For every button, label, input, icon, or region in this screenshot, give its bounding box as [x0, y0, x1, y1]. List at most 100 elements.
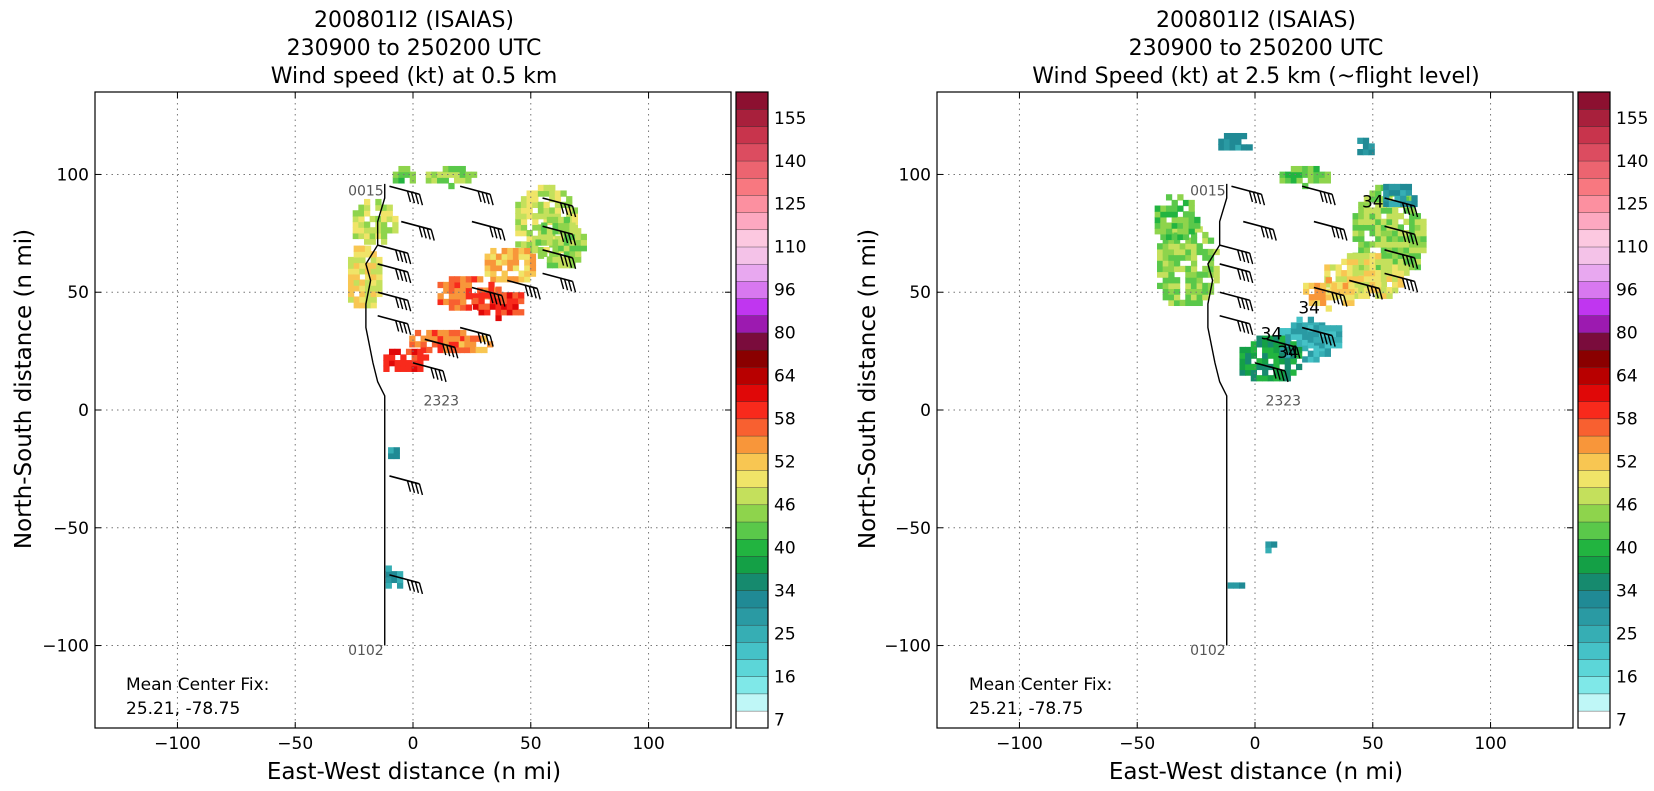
wind-cell — [359, 262, 366, 269]
barb-feather — [1413, 234, 1419, 246]
y-tick-label: −100 — [884, 637, 931, 657]
wind-cell — [1369, 207, 1376, 214]
wind-cell — [1414, 252, 1421, 259]
barb-feather — [571, 257, 577, 270]
wind-cell — [358, 210, 365, 217]
barb-feather — [422, 227, 427, 239]
wind-cell — [1358, 281, 1365, 288]
wind-cell — [472, 303, 480, 310]
wind-cell — [1207, 237, 1215, 244]
barb-feather — [485, 192, 490, 205]
barb-staff — [542, 272, 573, 283]
wind-cell — [1196, 294, 1203, 301]
wind-cell — [475, 335, 482, 342]
wind-cell — [470, 171, 478, 178]
colorbar-swatch — [735, 160, 769, 179]
wind-cell — [554, 207, 562, 214]
wind-cell — [1160, 216, 1167, 224]
barb-feather — [1409, 256, 1415, 268]
wind-cell — [347, 296, 355, 303]
wind-cell — [1320, 294, 1327, 301]
wind-cell — [431, 171, 438, 178]
wind-cell — [1188, 199, 1195, 207]
wind-cell — [1403, 207, 1410, 214]
wind-cell — [1409, 224, 1416, 231]
wind-cell — [386, 227, 393, 234]
colorbar-swatch — [1577, 435, 1611, 454]
wind-cell — [518, 270, 525, 277]
wind-barb — [471, 286, 506, 307]
wind-cell — [1375, 241, 1382, 248]
wind-cell — [392, 221, 399, 228]
wind-cell — [1386, 270, 1393, 277]
wind-cell — [1173, 294, 1181, 301]
wind-cell — [1369, 270, 1376, 277]
wind-cell — [484, 264, 491, 272]
wind-cell — [386, 210, 393, 217]
wind-cell — [359, 256, 366, 264]
wind-cell — [1346, 270, 1354, 277]
wind-cell — [1388, 189, 1396, 196]
wind-cell — [495, 309, 502, 316]
wind-cell — [388, 354, 396, 361]
colorbar-swatch — [1577, 521, 1611, 540]
wind-cell — [471, 293, 478, 300]
wind-cell — [454, 287, 461, 294]
wind-cell — [495, 303, 502, 310]
wind-cell — [1279, 171, 1286, 178]
wind-barb — [1349, 279, 1383, 300]
barb-feather — [406, 190, 412, 203]
barb-feather — [1236, 296, 1242, 309]
wind-cell — [1177, 228, 1184, 235]
wind-cell — [1314, 299, 1321, 307]
wind-cell — [364, 279, 372, 286]
barb-feather — [1335, 293, 1340, 305]
wind-cell — [1233, 582, 1240, 589]
colorbar-swatch — [735, 676, 769, 695]
wind-cell — [1403, 263, 1410, 271]
barb-feather — [1405, 278, 1411, 291]
barb-feather — [567, 232, 573, 245]
wind-cell — [1363, 270, 1371, 277]
wind-cell — [1168, 299, 1175, 307]
colorbar-swatch — [1577, 401, 1611, 420]
wind-cell — [515, 218, 522, 225]
wind-cell — [532, 218, 539, 225]
colorbar-swatch — [1577, 366, 1611, 385]
wind-cell — [1160, 211, 1167, 218]
wind-cell — [370, 285, 377, 292]
wind-cell — [388, 447, 395, 454]
wind-cell — [353, 285, 360, 292]
wind-cell — [1336, 330, 1343, 338]
wind-cell — [1341, 258, 1348, 266]
wind-cell — [458, 341, 465, 348]
wind-cell — [358, 221, 365, 228]
wind-cell — [448, 165, 455, 173]
wind-cell — [1271, 541, 1278, 548]
wind-cell — [1313, 356, 1320, 363]
wind-cell — [1290, 328, 1298, 335]
wind-cell — [380, 232, 388, 240]
wind-cell — [1190, 294, 1198, 301]
barb-feather — [571, 234, 577, 246]
wind-cell — [558, 222, 565, 229]
wind-cell — [448, 298, 456, 306]
wind-cell — [541, 250, 548, 258]
wind-cell — [1162, 254, 1169, 261]
wind-cell — [1352, 275, 1359, 282]
wind-cell — [431, 335, 439, 342]
wind-cell — [1403, 269, 1410, 276]
barb-staff — [389, 185, 420, 195]
colorbar-swatch — [735, 298, 769, 316]
wind-cell — [1190, 288, 1198, 295]
wind-cell — [454, 329, 461, 337]
barb-feather — [1240, 269, 1246, 281]
wind-cell — [1202, 265, 1209, 273]
wind-cell — [1392, 207, 1399, 214]
wind-cell — [1375, 258, 1382, 266]
wind-cell — [1185, 254, 1192, 261]
wind-cell — [465, 276, 473, 283]
wind-cell — [1168, 277, 1175, 284]
barb-feather — [1331, 226, 1336, 238]
colorbar-swatch — [735, 384, 769, 402]
